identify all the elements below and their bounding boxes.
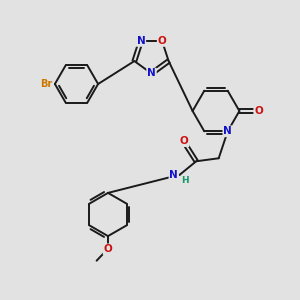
Text: O: O (254, 106, 263, 116)
Text: N: N (223, 126, 232, 136)
Text: O: O (103, 244, 112, 254)
Text: O: O (180, 136, 189, 146)
Text: H: H (181, 176, 189, 185)
Text: N: N (169, 170, 178, 180)
Text: O: O (158, 36, 167, 46)
Text: N: N (147, 68, 156, 79)
Text: Br: Br (40, 79, 52, 89)
Text: N: N (136, 36, 145, 46)
